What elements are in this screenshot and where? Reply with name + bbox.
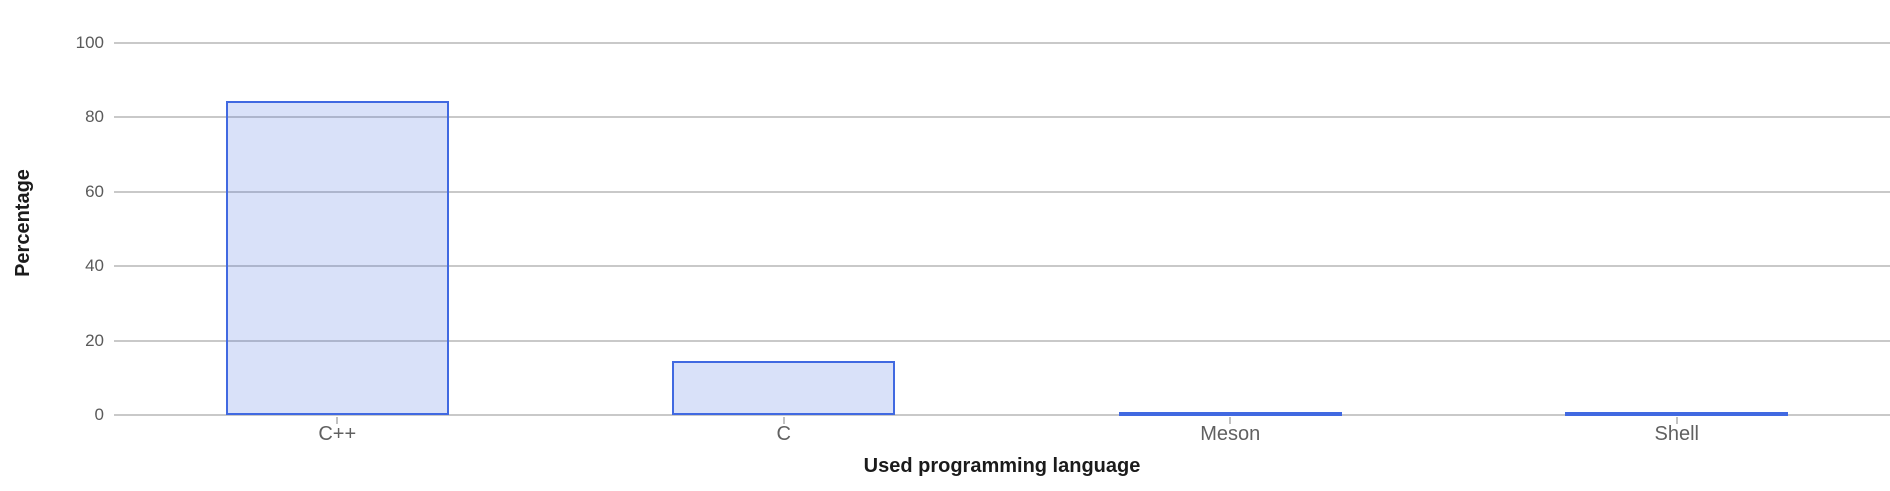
x-tick-label-c: C <box>776 423 791 445</box>
gridline-60 <box>114 190 1890 193</box>
x-tick-label-c: C++ <box>318 423 357 445</box>
gridline-0 <box>114 414 1890 416</box>
gridline-80 <box>114 116 1890 119</box>
bar-meson[interactable] <box>1118 412 1342 416</box>
bar-shell[interactable] <box>1565 412 1789 416</box>
x-axis-title: Used programming language <box>863 455 1141 477</box>
x-tick-mark <box>782 417 785 424</box>
bar-c[interactable] <box>225 100 449 415</box>
x-tick-mark <box>336 417 339 424</box>
y-axis-title: Percentage <box>12 169 34 277</box>
x-tick-label-meson: Meson <box>1200 423 1261 445</box>
y-tick-label-0: 0 <box>94 405 104 424</box>
y-tick-label-40: 40 <box>85 256 104 276</box>
y-tick-label-60: 60 <box>85 181 104 201</box>
x-tick-mark <box>1229 417 1232 424</box>
y-tick-label-20: 20 <box>85 330 104 350</box>
y-tick-label-100: 100 <box>75 33 104 52</box>
x-tick-label-shell: Shell <box>1654 423 1699 445</box>
y-tick-label-80: 80 <box>85 107 104 127</box>
bar-c[interactable] <box>672 361 896 415</box>
gridline-20 <box>114 339 1890 342</box>
gridline-40 <box>114 265 1890 268</box>
x-tick-mark <box>1675 417 1678 424</box>
gridline-100 <box>114 42 1890 44</box>
